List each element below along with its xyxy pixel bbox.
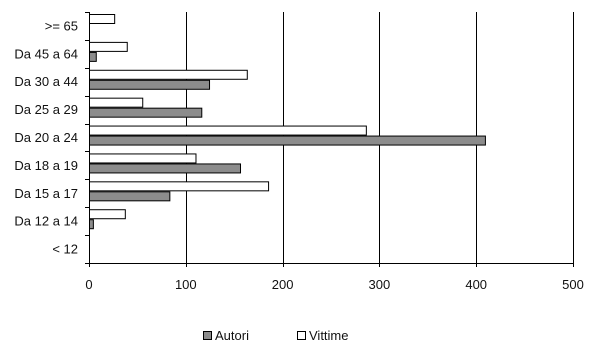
y-tick-label: Da 20 a 24	[14, 130, 78, 145]
x-tick-label: 0	[85, 277, 92, 292]
bar-vittime-2	[89, 181, 270, 192]
legend: Autori Vittime	[203, 328, 349, 343]
y-tick-label: Da 45 a 64	[14, 46, 78, 61]
x-tick-labels: 0 100 200 300 400 500	[85, 277, 583, 292]
x-tick-label: 500	[562, 277, 584, 292]
bar-vittime-1	[89, 209, 126, 220]
bar-vittime-6	[89, 69, 248, 80]
legend-label-autori: Autori	[215, 328, 249, 343]
legend-swatch-autori	[203, 331, 212, 340]
y-tick-label: Da 30 a 44	[14, 74, 78, 89]
y-tick-label: Da 15 a 17	[14, 186, 78, 201]
y-tick-label: Da 25 a 29	[14, 102, 78, 117]
bar-vittime-4	[89, 125, 367, 136]
x-tick-label: 100	[175, 277, 197, 292]
bar-autori-2	[89, 191, 171, 202]
bar-autori-4	[89, 135, 486, 146]
bar-autori-1	[89, 219, 94, 230]
y-tick-labels: < 12 Da 12 a 14 Da 15 a 17 Da 18 a 19 Da 20 …	[14, 18, 78, 256]
bar-vittime-5	[89, 97, 144, 108]
y-tick-label: >= 65	[45, 18, 78, 33]
axes	[85, 12, 574, 267]
bar-vittime-3	[89, 153, 197, 164]
bar-vittime-7	[89, 41, 128, 52]
bar-autori-6	[89, 79, 211, 90]
y-tick-label: Da 18 a 19	[14, 158, 78, 173]
bar-autori-3	[89, 163, 242, 174]
x-tick-label: 200	[272, 277, 294, 292]
x-tick-label: 400	[465, 277, 487, 292]
x-tick-label: 300	[369, 277, 391, 292]
y-tick-label: Da 12 a 14	[14, 214, 78, 229]
legend-label-vittime: Vittime	[309, 328, 349, 343]
bar-autori-5	[89, 107, 203, 118]
legend-swatch-vittime	[297, 331, 306, 340]
bar-autori-7	[89, 51, 97, 62]
bar-vittime-8	[89, 14, 116, 24]
y-tick-label: < 12	[52, 242, 78, 257]
bars	[89, 14, 486, 230]
